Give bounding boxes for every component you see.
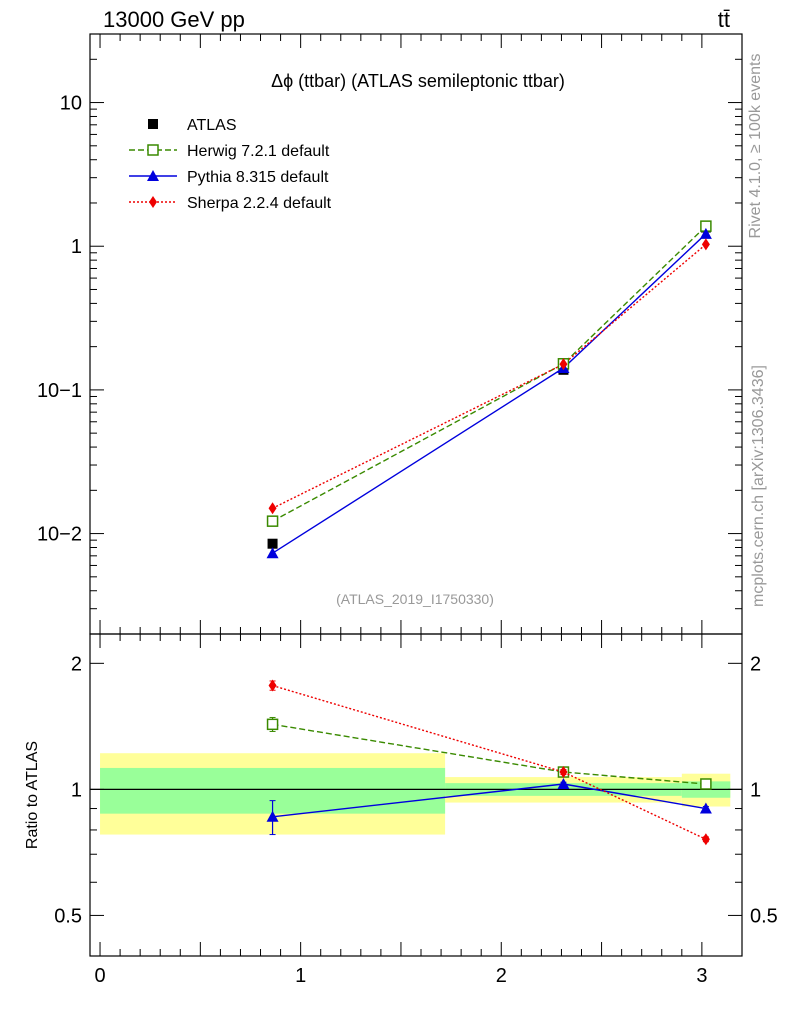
ratio-y-tick-label-right: 2 xyxy=(750,653,761,675)
data-point xyxy=(701,238,710,251)
ratio-frame xyxy=(89,633,743,957)
legend-marker xyxy=(148,119,158,129)
ratio-y-tick-label: 1 xyxy=(71,779,82,801)
x-tick-label: 3 xyxy=(696,965,707,987)
data-point xyxy=(266,515,279,527)
ratio-y-tick-label-right: 0.5 xyxy=(750,905,778,927)
ratio-ylabel: Ratio to ATLAS xyxy=(24,741,41,849)
series-line-1 xyxy=(272,225,707,522)
main-panel: 10 1 10−1 10−2 xyxy=(37,33,743,635)
ratio-point xyxy=(557,777,570,789)
mcplots-label: mcplots.cern.ch [arXiv:1306.3436] xyxy=(750,365,767,607)
ratio-line-2 xyxy=(272,684,707,840)
ratio-point xyxy=(266,718,279,731)
ratio-point xyxy=(699,802,712,814)
data-point xyxy=(699,227,712,239)
legend-label: ATLAS xyxy=(187,117,237,134)
x-tick-label: 0 xyxy=(94,965,105,987)
legend-marker xyxy=(147,144,159,156)
y-tick-label: 10 xyxy=(60,93,82,115)
data-point xyxy=(266,547,279,559)
data-point xyxy=(559,358,568,371)
header-left: 13000 GeV pp xyxy=(103,7,245,32)
analysis-tag: (ATLAS_2019_I1750330) xyxy=(336,591,494,607)
rivet-label: Rivet 4.1.0, ≥ 100k events xyxy=(747,54,764,239)
ratio-point xyxy=(559,766,568,779)
data-point xyxy=(268,502,277,515)
series-line-2 xyxy=(272,233,707,554)
y-tick-label: 10−2 xyxy=(37,524,82,546)
ratio-point xyxy=(266,810,279,822)
legend-marker xyxy=(149,196,157,208)
legend-label: Herwig 7.2.1 default xyxy=(187,143,330,160)
ratio-panel: 2 2 1 1 0.5 0.5 0 1 2 3 xyxy=(54,633,778,987)
data-point xyxy=(267,538,278,549)
ratio-point xyxy=(268,679,277,692)
legend: ATLAS Herwig 7.2.1 default Pythia 8.315 de… xyxy=(129,117,332,212)
x-tick-label: 1 xyxy=(295,965,306,987)
legend-label: Sherpa 2.2.4 default xyxy=(187,195,332,212)
ratio-y-tick-label-right: 1 xyxy=(750,779,761,801)
plot-title: Δϕ (ttbar) (ATLAS semileptonic ttbar) xyxy=(271,71,565,91)
y-tick-label: 1 xyxy=(71,236,82,258)
ratio-point xyxy=(701,833,710,846)
header-right: tt̄ xyxy=(718,7,730,32)
ratio-y-tick-label: 0.5 xyxy=(54,905,82,927)
y-tick-label: 10−1 xyxy=(37,380,82,402)
x-tick-label: 2 xyxy=(496,965,507,987)
series-line-3 xyxy=(272,243,707,509)
ratio-point xyxy=(700,778,712,790)
legend-label: Pythia 8.315 default xyxy=(187,169,329,186)
ratio-line-0 xyxy=(272,723,706,785)
ratio-y-tick-label: 2 xyxy=(71,653,82,675)
legend-marker xyxy=(147,170,159,181)
